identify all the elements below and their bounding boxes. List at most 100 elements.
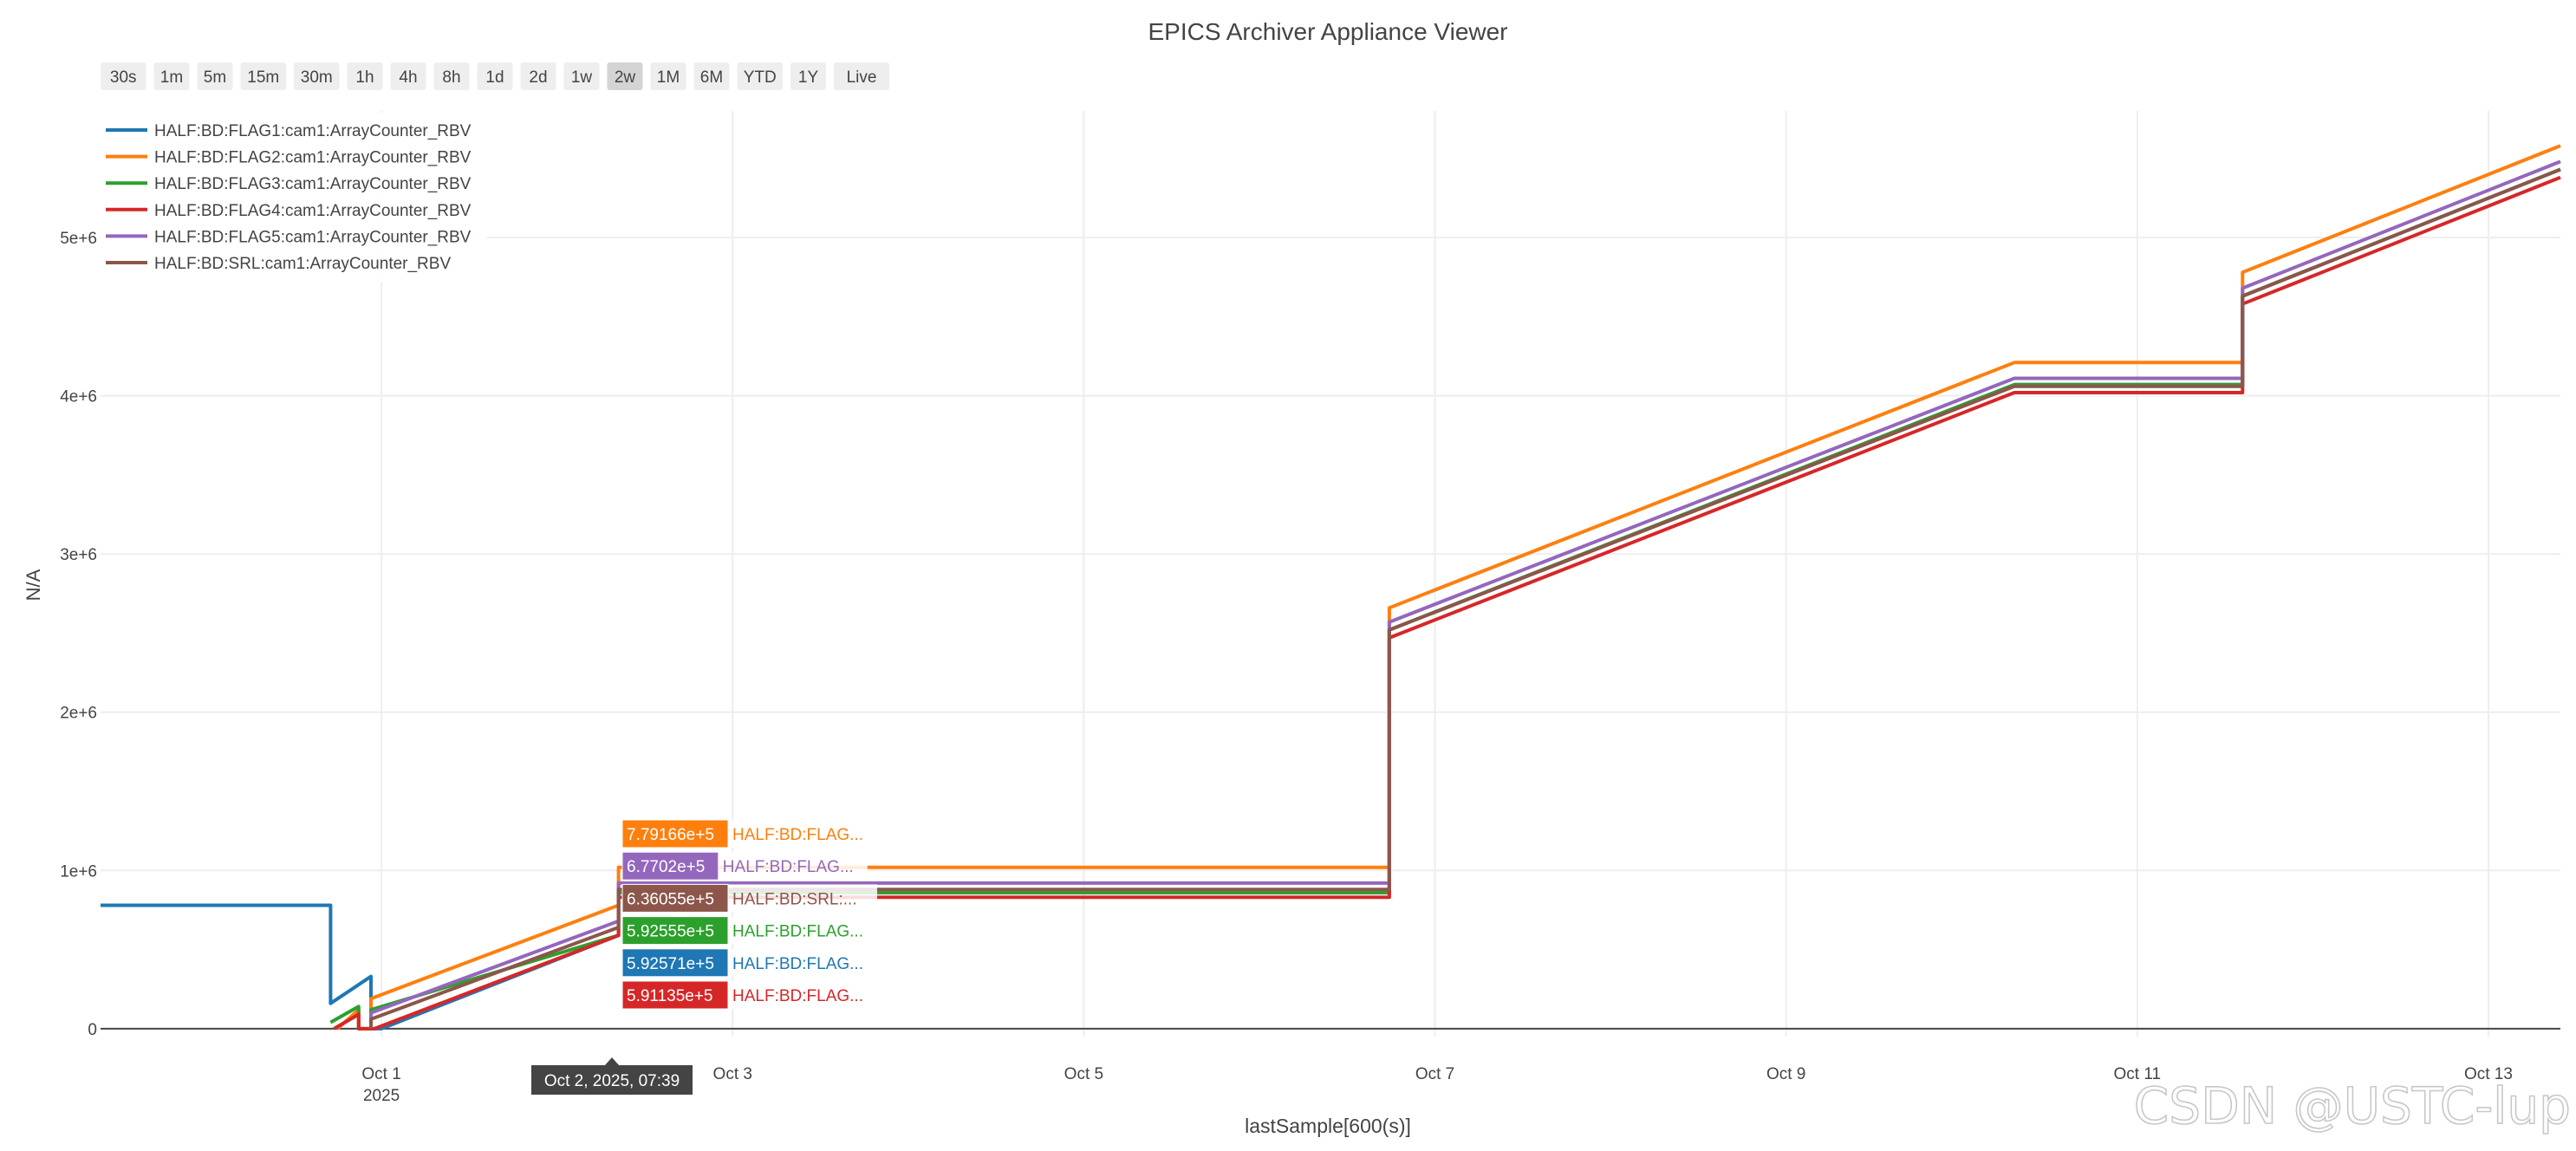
- x-tick-label: Oct 1: [361, 1065, 400, 1083]
- range-button-label: 5m: [204, 68, 226, 87]
- x-tick-sublabel: 2025: [363, 1087, 400, 1105]
- range-button-1M[interactable]: 1M: [650, 62, 686, 90]
- x-axis-title: lastSample[600(s)]: [1245, 1115, 1411, 1137]
- range-button-label: 1M: [657, 68, 680, 87]
- hover-value: 6.36055e+5: [627, 890, 714, 908]
- hover-time-pointer: [605, 1057, 619, 1065]
- range-button-label: YTD: [744, 68, 777, 87]
- legend-item-6[interactable]: HALF:BD:SRL:cam1:ArrayCounter_RBV: [106, 255, 451, 273]
- range-button-label: 1Y: [798, 68, 819, 87]
- legend: HALF:BD:FLAG1:cam1:ArrayCounter_RBV HALF:…: [97, 113, 487, 283]
- range-button-30s[interactable]: 30s: [101, 62, 146, 90]
- watermark: CSDN @USTC-lup: [2134, 1076, 2571, 1135]
- x-axis-ticks: Oct 1 2025 Oct 3 Oct 5 Oct 7 Oct 9 Oct 11 Oct 1…: [361, 1065, 2513, 1105]
- x-tick-label: Oct 3: [713, 1065, 752, 1083]
- hover-name: HALF:BD:FLAG...: [732, 955, 863, 973]
- legend-item-2[interactable]: HALF:BD:FLAG2:cam1:ArrayCounter_RBV: [106, 149, 472, 167]
- hover-name: HALF:BD:SRL:...: [732, 890, 857, 908]
- hover-value-box: [621, 819, 729, 849]
- range-button-label: 15m: [247, 68, 279, 87]
- hover-name-box: [728, 820, 877, 848]
- y-tick-label: 0: [88, 1021, 97, 1039]
- range-button-label: 4h: [399, 68, 417, 87]
- range-button-30m[interactable]: 30m: [294, 62, 340, 90]
- hover-value-box: [621, 948, 729, 978]
- series-line-6: [369, 167, 2561, 1029]
- range-button-label: 8h: [442, 68, 460, 87]
- range-button-15m[interactable]: 15m: [240, 62, 287, 90]
- y-axis-title: N/A: [23, 569, 44, 601]
- range-selector: 30s 1m 5m 15m 30m 1h 4h 8h 1d 2d 1w 2w 1M 6M YTD 1Y Live: [101, 62, 889, 90]
- hover-value: 5.91135e+5: [627, 987, 713, 1005]
- x-tick-label: Oct 11: [2114, 1065, 2162, 1083]
- legend-item-5[interactable]: HALF:BD:FLAG5:cam1:ArrayCounter_RBV: [106, 228, 472, 246]
- hover-label-5: 5.92571e+5 HALF:BD:FLAG...: [621, 948, 877, 978]
- range-button-label: 1w: [571, 68, 593, 87]
- range-button-1m[interactable]: 1m: [153, 62, 190, 90]
- legend-label: HALF:BD:FLAG3:cam1:ArrayCounter_RBV: [154, 175, 472, 193]
- hover-label-1: 7.79166e+5 HALF:BD:FLAG...: [621, 819, 877, 849]
- legend-label: HALF:BD:FLAG2:cam1:ArrayCounter_RBV: [154, 149, 472, 167]
- range-button-label: Live: [847, 68, 877, 87]
- range-button-1d[interactable]: 1d: [477, 62, 513, 90]
- x-tick-label: Oct 13: [2464, 1065, 2513, 1083]
- hover-name-box: [728, 916, 877, 945]
- hover-label-4: 5.92555e+5 HALF:BD:FLAG...: [621, 916, 877, 946]
- hover-time-text: Oct 2, 2025, 07:39: [544, 1072, 680, 1090]
- hover-name: HALF:BD:FLAG...: [732, 987, 863, 1005]
- range-button-6M[interactable]: 6M: [693, 62, 730, 90]
- hover-labels: 7.79166e+5 HALF:BD:FLAG... 6.7702e+5 HALF:B…: [531, 819, 877, 1095]
- chart-title: EPICS Archiver Appliance Viewer: [1148, 18, 1507, 45]
- legend-item-1[interactable]: HALF:BD:FLAG1:cam1:ArrayCounter_RBV: [106, 122, 472, 140]
- x-tick-label: Oct 5: [1064, 1065, 1103, 1083]
- series-lines: [101, 144, 2561, 1031]
- y-tick-label: 5e+6: [60, 230, 97, 248]
- hover-value: 6.7702e+5: [627, 858, 705, 876]
- legend-item-3[interactable]: HALF:BD:FLAG3:cam1:ArrayCounter_RBV: [106, 175, 472, 193]
- hover-value: 5.92555e+5: [627, 923, 714, 941]
- range-button-1w[interactable]: 1w: [563, 62, 600, 90]
- y-axis-ticks: 0 1e+6 2e+6 3e+6 4e+6 5e+6: [60, 230, 97, 1039]
- hover-name: HALF:BD:FLAG...: [732, 826, 863, 844]
- legend-background: [97, 113, 487, 283]
- range-button-Live[interactable]: Live: [834, 62, 889, 90]
- range-button-1Y[interactable]: 1Y: [790, 62, 826, 90]
- hover-name: HALF:BD:FLAG...: [723, 858, 854, 876]
- legend-label: HALF:BD:FLAG5:cam1:ArrayCounter_RBV: [154, 228, 472, 246]
- range-button-label: 1h: [355, 68, 374, 87]
- range-button-2w[interactable]: 2w: [607, 62, 643, 90]
- y-tick-label: 3e+6: [60, 546, 97, 564]
- hover-time-box: [531, 1065, 693, 1095]
- hover-label-3: 6.36055e+5 HALF:BD:SRL:...: [621, 883, 877, 913]
- range-button-2d[interactable]: 2d: [520, 62, 556, 90]
- y-tick-label: 4e+6: [60, 388, 97, 406]
- range-button-label: 2d: [529, 68, 547, 87]
- legend-label: HALF:BD:FLAG1:cam1:ArrayCounter_RBV: [154, 122, 472, 140]
- hover-time-tag: Oct 2, 2025, 07:39: [531, 1057, 693, 1095]
- range-button-label: 30m: [301, 68, 333, 87]
- hover-name: HALF:BD:FLAG...: [732, 923, 863, 941]
- x-tick-label: Oct 7: [1415, 1065, 1454, 1083]
- range-button-5m[interactable]: 5m: [197, 62, 233, 90]
- hover-value: 5.92571e+5: [627, 955, 714, 973]
- hover-value: 7.79166e+5: [627, 826, 714, 844]
- hover-name-box: [728, 884, 877, 913]
- hover-label-6: 5.91135e+5 HALF:BD:FLAG...: [621, 980, 877, 1010]
- range-button-label: 1d: [485, 68, 504, 87]
- legend-label: HALF:BD:FLAG4:cam1:ArrayCounter_RBV: [154, 202, 472, 220]
- range-button-8h[interactable]: 8h: [433, 62, 470, 90]
- legend-item-4[interactable]: HALF:BD:FLAG4:cam1:ArrayCounter_RBV: [106, 202, 472, 220]
- range-button-4h[interactable]: 4h: [390, 62, 426, 90]
- y-tick-label: 1e+6: [60, 862, 97, 881]
- x-tick-label: Oct 9: [1766, 1065, 1805, 1083]
- range-button-1h[interactable]: 1h: [347, 62, 383, 90]
- hover-label-2: 6.7702e+5 HALF:BD:FLAG...: [621, 851, 868, 881]
- hover-value-box: [621, 916, 729, 946]
- range-button-label: 6M: [700, 68, 723, 87]
- range-button-label: 1m: [160, 68, 183, 87]
- hover-value-box: [621, 883, 729, 913]
- hover-name-box: [728, 948, 877, 977]
- range-button-YTD[interactable]: YTD: [737, 62, 784, 90]
- hover-value-box: [621, 980, 729, 1010]
